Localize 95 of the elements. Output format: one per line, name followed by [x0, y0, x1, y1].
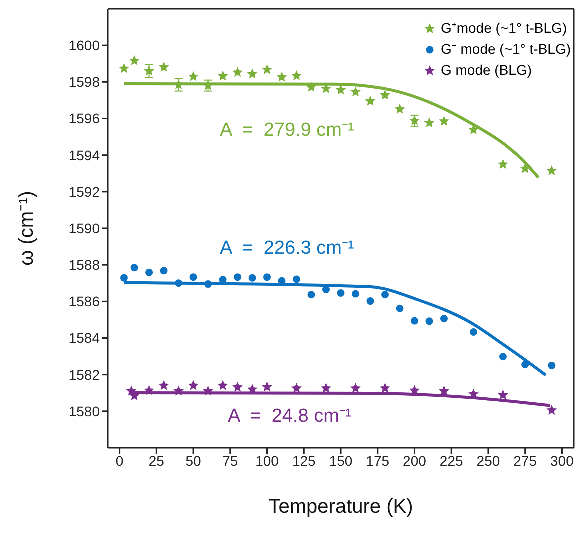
x-tick-label: 200 [403, 452, 427, 469]
point [218, 70, 228, 81]
point [276, 72, 288, 82]
y-tick-label: 1594 [68, 147, 100, 164]
point [394, 104, 406, 114]
point [380, 90, 390, 100]
point [352, 290, 360, 298]
x-tick-label: 0 [116, 452, 124, 469]
point [174, 386, 184, 396]
y-tick-label: 1586 [68, 294, 100, 310]
point [262, 64, 272, 74]
point [381, 291, 389, 299]
point [321, 383, 332, 393]
point [232, 67, 243, 78]
point [129, 390, 140, 400]
annotation: A = 226.3 cm⁻¹ [220, 237, 354, 260]
point [188, 71, 199, 82]
y-tick-label: 1584 [68, 330, 100, 346]
point [522, 361, 530, 369]
point [118, 63, 130, 74]
point [190, 274, 198, 282]
y-tick-label: 1592 [68, 184, 100, 200]
point [247, 68, 258, 79]
point [264, 274, 272, 282]
y-tick-label: 1596 [68, 110, 100, 127]
y-tick-label: 1590 [68, 220, 100, 236]
point [120, 274, 128, 282]
point [306, 82, 317, 92]
point [308, 291, 316, 299]
x-axis-title: Temperature (K) [268, 496, 414, 518]
point [130, 264, 138, 272]
point [158, 380, 170, 390]
point [292, 70, 302, 80]
y-tick-label: 1582 [68, 366, 100, 383]
point [175, 280, 183, 288]
legend-label: G⁺mode (~1° t-BLG) [440, 19, 568, 38]
point [424, 118, 435, 128]
point [546, 166, 558, 176]
point [546, 405, 558, 415]
x-tick-label: 300 [550, 452, 574, 469]
x-tick-label: 125 [292, 452, 316, 469]
point [218, 380, 228, 390]
point [336, 84, 346, 95]
x-tick-label: 100 [256, 452, 280, 469]
x-tick-label: 225 [440, 452, 464, 469]
point [144, 66, 155, 76]
legend-label: G⁻ mode (~1° t-BLG) [440, 40, 571, 59]
point [322, 286, 330, 294]
point [262, 382, 272, 392]
point [499, 353, 507, 361]
point [146, 268, 154, 276]
point [337, 290, 345, 298]
x-tick-label: 175 [366, 452, 390, 469]
annotation: A = 279.9 cm⁻¹ [220, 119, 354, 142]
point [439, 116, 450, 126]
point [548, 362, 556, 370]
legend-label: G mode (BLG) [440, 61, 532, 80]
x-tick-label: 75 [222, 452, 238, 469]
x-tick-label: 250 [476, 452, 500, 469]
annotation: A = 24.8 cm⁻¹ [228, 405, 352, 428]
point [365, 96, 376, 106]
y-tick-label: 1588 [68, 257, 100, 274]
point [232, 382, 243, 392]
y-tick-label: 1598 [68, 74, 100, 90]
point [498, 159, 508, 170]
point [350, 86, 361, 97]
point [350, 383, 361, 393]
point [396, 304, 404, 312]
point [439, 386, 450, 396]
point [188, 380, 199, 390]
point [293, 276, 301, 284]
point [158, 62, 170, 72]
point [426, 318, 434, 326]
y-tick-label: 1580 [68, 403, 100, 420]
point [234, 274, 242, 282]
point [292, 383, 302, 393]
y-tick-label: 1600 [68, 38, 100, 54]
point [410, 317, 418, 325]
x-tick-label: 25 [148, 452, 165, 469]
point [498, 390, 508, 400]
point [129, 55, 140, 66]
point [468, 124, 479, 135]
point [203, 386, 214, 396]
point [160, 267, 168, 275]
point [470, 328, 478, 336]
y-axis-title: ω (cm⁻¹) [16, 191, 38, 266]
x-tick-label: 150 [329, 452, 353, 469]
point [204, 280, 212, 288]
x-tick-label: 275 [514, 452, 538, 469]
point [440, 315, 448, 323]
x-tick-label: 50 [186, 452, 202, 469]
point [144, 385, 155, 396]
point [248, 274, 256, 282]
point [366, 298, 374, 306]
point [380, 383, 390, 393]
